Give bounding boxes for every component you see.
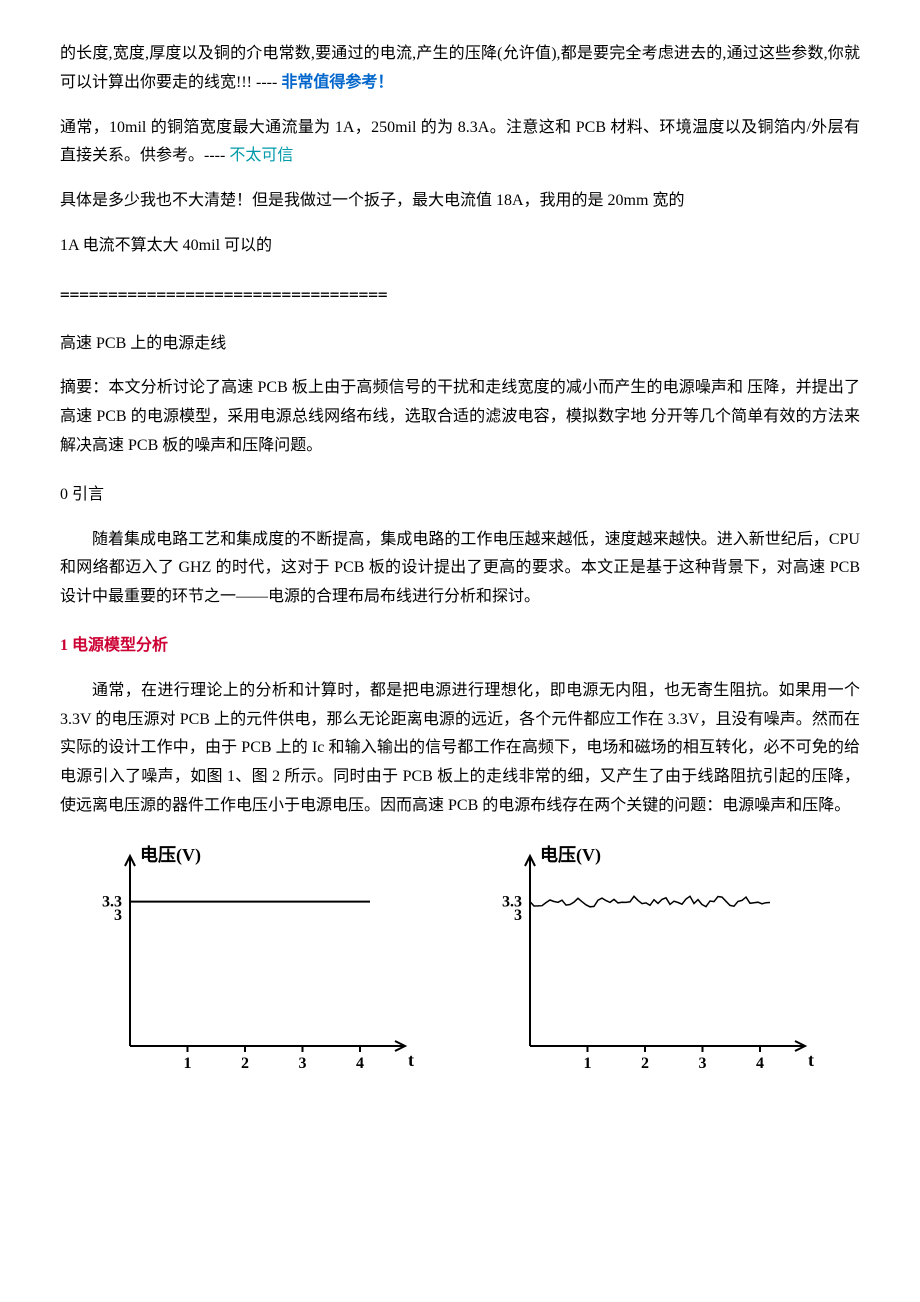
chart-1-ideal: 电压(V)t33.31234 — [80, 841, 440, 1092]
paragraph-copper-width: 通常，10mil 的铜箔宽度最大通流量为 1A，250mil 的为 8.3A。注… — [60, 114, 860, 172]
svg-text:电压(V): 电压(V) — [540, 844, 601, 866]
section-0-title: 0 引言 — [60, 481, 860, 510]
svg-text:4: 4 — [356, 1055, 364, 1072]
svg-text:3.3: 3.3 — [102, 893, 122, 910]
text-segment: 的长度,宽度,厚度以及铜的介电常数,要通过的电流,产生的压降(允许值),都是要完… — [60, 45, 860, 91]
chart-2-noisy: 电压(V)t33.31234 — [480, 841, 840, 1092]
abstract-paragraph: 摘要：本文分析讨论了高速 PCB 板上由于高频信号的干扰和走线宽度的减小而产生的… — [60, 374, 860, 460]
svg-text:1: 1 — [584, 1055, 592, 1072]
svg-text:电压(V): 电压(V) — [140, 844, 201, 866]
svg-text:4: 4 — [756, 1055, 764, 1072]
section-0-body: 随着集成电路工艺和集成度的不断提高，集成电路的工作电压越来越低，速度越来越快。进… — [60, 526, 860, 612]
svg-text:2: 2 — [241, 1055, 249, 1072]
paragraph-1a-40mil: 1A 电流不算太大 40mil 可以的 — [60, 232, 860, 261]
svg-text:3.3: 3.3 — [502, 893, 522, 910]
svg-text:2: 2 — [641, 1055, 649, 1072]
text-segment: 通常，10mil 的铜箔宽度最大通流量为 1A，250mil 的为 8.3A。注… — [60, 119, 860, 165]
separator-line: ================================== — [60, 281, 860, 310]
svg-text:3: 3 — [699, 1055, 707, 1072]
paragraph-calc-params: 的长度,宽度,厚度以及铜的介电常数,要通过的电流,产生的压降(允许值),都是要完… — [60, 40, 860, 98]
highlight-text: 不太可信 — [229, 147, 293, 164]
highlight-text: 非常值得参考！ — [281, 74, 393, 91]
svg-text:t: t — [408, 1050, 414, 1070]
svg-text:t: t — [808, 1050, 814, 1070]
section-1-body: 通常，在进行理论上的分析和计算时，都是把电源进行理想化，即电源无内阻，也无寄生阻… — [60, 677, 860, 821]
paragraph-18a-example: 具体是多少我也不大清楚！但是我做过一个扳子，最大电流值 18A，我用的是 20m… — [60, 187, 860, 216]
svg-text:3: 3 — [299, 1055, 307, 1072]
chart-1-svg: 电压(V)t33.31234 — [80, 841, 420, 1081]
charts-container: 电压(V)t33.31234 电压(V)t33.31234 — [60, 841, 860, 1092]
svg-text:1: 1 — [184, 1055, 192, 1072]
main-title: 高速 PCB 上的电源走线 — [60, 330, 860, 359]
chart-2-svg: 电压(V)t33.31234 — [480, 841, 820, 1081]
section-1-title: 1 电源模型分析 — [60, 632, 860, 661]
